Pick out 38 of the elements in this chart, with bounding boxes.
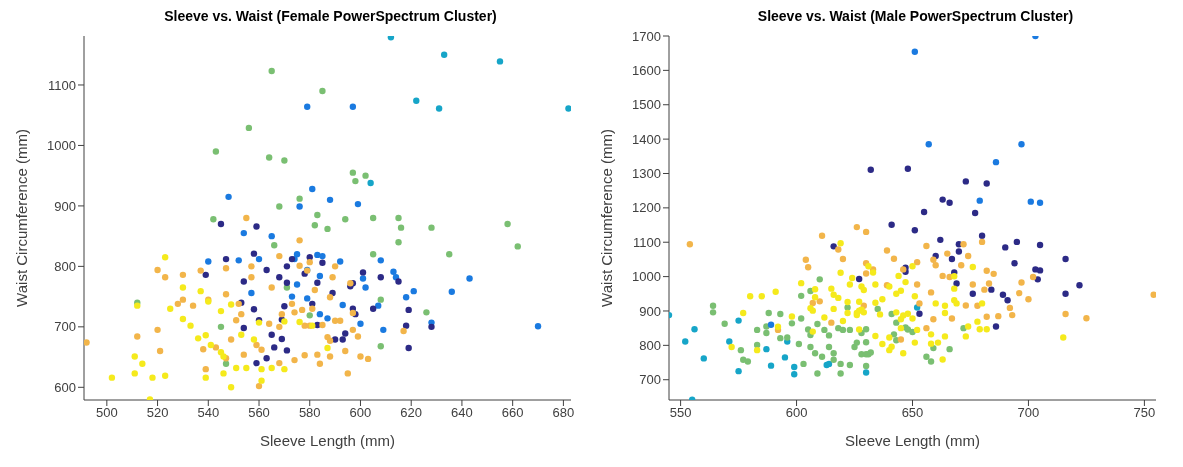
y-tick-label: 1100 bbox=[633, 234, 661, 250]
x-tick-label: 700 bbox=[1017, 405, 1040, 421]
y-tick-label: 1300 bbox=[632, 166, 661, 182]
x-tick-label: 640 bbox=[451, 405, 473, 421]
y-tick-label: 700 bbox=[639, 372, 661, 388]
x-tick-label: 620 bbox=[400, 405, 423, 421]
y-tick-label: 1400 bbox=[632, 131, 661, 147]
y-tick-label: 600 bbox=[54, 379, 76, 395]
x-axis-title: Sleeve Length (mm) bbox=[259, 432, 396, 449]
y-tick-label: 700 bbox=[54, 319, 76, 335]
x-tick-label: 500 bbox=[95, 405, 118, 421]
x-tick-label: 540 bbox=[197, 405, 220, 421]
y-tick-label: 1500 bbox=[632, 97, 661, 113]
y-tick-label: 1200 bbox=[632, 200, 661, 216]
y-tick-label: 900 bbox=[639, 303, 661, 319]
y-tick-label: 800 bbox=[54, 258, 76, 274]
y-axis-title: Waist Circumference (mm) bbox=[13, 129, 31, 307]
y-tick-label: 1600 bbox=[632, 62, 661, 78]
chart-title: Sleeve vs. Waist (Male PowerSpectrum Cluster) bbox=[756, 8, 1075, 26]
y-tick-label: 800 bbox=[639, 337, 661, 353]
y-axis-title: Waist Circumference (mm) bbox=[598, 129, 616, 307]
y-tick-label: 1100 bbox=[48, 77, 76, 93]
x-tick-label: 650 bbox=[901, 405, 924, 421]
x-tick-label: 550 bbox=[669, 405, 692, 421]
x-tick-label: 600 bbox=[349, 405, 372, 421]
x-tick-label: 750 bbox=[1133, 405, 1156, 421]
x-tick-label: 580 bbox=[298, 405, 321, 421]
y-tick-label: 1700 bbox=[632, 28, 661, 44]
y-tick-label: 900 bbox=[54, 198, 76, 214]
x-tick-label: 520 bbox=[146, 405, 169, 421]
x-tick-label: 560 bbox=[248, 405, 270, 421]
x-tick-label: 680 bbox=[552, 405, 575, 421]
y-tick-label: 1000 bbox=[47, 138, 76, 154]
x-tick-label: 660 bbox=[501, 405, 524, 421]
chart-title: Sleeve vs. Waist (Female PowerSpectrum Cluster) bbox=[163, 8, 498, 26]
y-tick-label: 1000 bbox=[632, 269, 661, 285]
x-axis-title: Sleeve Length (mm) bbox=[844, 432, 981, 449]
x-tick-label: 600 bbox=[785, 405, 808, 421]
